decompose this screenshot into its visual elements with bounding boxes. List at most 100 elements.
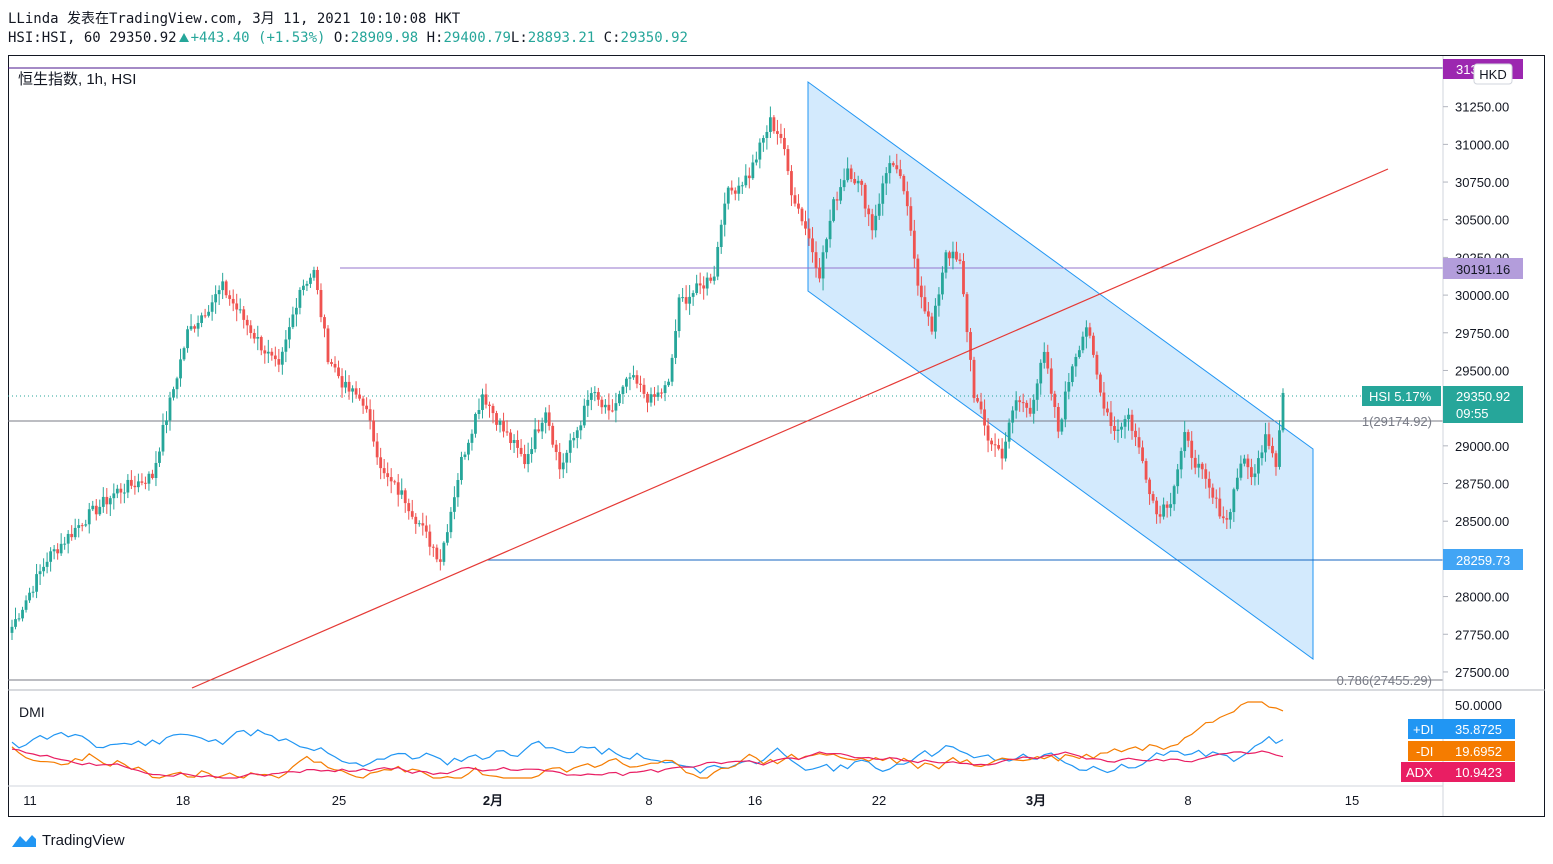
currency-badge[interactable] bbox=[1473, 63, 1513, 85]
candle-body bbox=[740, 185, 744, 187]
candle-body bbox=[1116, 429, 1120, 431]
candle-body bbox=[719, 224, 723, 247]
candle-body bbox=[1200, 463, 1204, 470]
candle bbox=[726, 186, 730, 210]
candle-body bbox=[646, 393, 649, 403]
candle bbox=[1060, 417, 1064, 435]
candle bbox=[825, 237, 828, 259]
candle bbox=[874, 204, 878, 238]
candle bbox=[670, 354, 674, 387]
candle-body bbox=[1278, 430, 1281, 467]
candle bbox=[1102, 381, 1106, 416]
candle-body bbox=[579, 425, 583, 431]
candle bbox=[589, 387, 593, 411]
candle-body bbox=[705, 277, 709, 289]
candle bbox=[800, 206, 804, 226]
candle-body bbox=[38, 571, 42, 575]
candle bbox=[414, 513, 418, 534]
candle-body bbox=[477, 409, 481, 415]
candle-body bbox=[1155, 500, 1159, 515]
candle bbox=[733, 187, 737, 201]
candle-body bbox=[1077, 350, 1081, 357]
candle-body bbox=[249, 325, 253, 333]
candle bbox=[846, 157, 850, 183]
dmi-title: DMI bbox=[19, 704, 45, 720]
candle-body bbox=[200, 315, 203, 323]
candle bbox=[1035, 379, 1039, 411]
candle-body bbox=[87, 509, 91, 525]
candle bbox=[21, 606, 24, 622]
candle-body bbox=[1021, 402, 1025, 404]
candle bbox=[649, 387, 653, 407]
candle-body bbox=[1190, 440, 1194, 458]
symbol-change-tag bbox=[1362, 386, 1441, 406]
candle bbox=[168, 391, 172, 431]
up-arrow-icon bbox=[178, 33, 189, 42]
candle-body bbox=[431, 546, 435, 548]
candle bbox=[891, 161, 895, 168]
descending-channel bbox=[807, 81, 1314, 660]
candle-body bbox=[944, 252, 948, 273]
candle bbox=[1207, 471, 1211, 499]
candle bbox=[410, 499, 414, 520]
candle-body bbox=[1039, 362, 1043, 384]
price-change: +443.40 (+1.53%) bbox=[190, 30, 326, 46]
candle bbox=[1204, 463, 1208, 489]
candle bbox=[1042, 342, 1046, 369]
candle-body bbox=[779, 133, 783, 138]
candle bbox=[77, 518, 81, 538]
candle-body bbox=[31, 591, 35, 593]
candle bbox=[158, 447, 161, 467]
dmi-lines bbox=[11, 701, 1284, 779]
candle-body bbox=[445, 532, 449, 543]
candle-body bbox=[898, 169, 902, 176]
candle bbox=[249, 320, 253, 339]
candle-body bbox=[1144, 461, 1148, 480]
candle bbox=[1232, 487, 1236, 522]
candle bbox=[912, 219, 916, 268]
candle bbox=[544, 407, 548, 434]
price-tick-label: 30000.00 bbox=[1455, 288, 1509, 303]
candle bbox=[94, 499, 98, 521]
candle bbox=[17, 613, 21, 622]
candle-body bbox=[98, 506, 102, 515]
candle-body bbox=[294, 307, 298, 315]
candle-body bbox=[754, 159, 758, 163]
candle bbox=[568, 433, 572, 463]
candle-body bbox=[368, 409, 372, 421]
candle-body bbox=[298, 289, 302, 308]
candle-body bbox=[558, 452, 562, 470]
candle-body bbox=[231, 298, 235, 304]
tradingview-logo[interactable]: TradingView bbox=[10, 829, 125, 851]
candle-body bbox=[656, 392, 660, 397]
price-tick-label: 28500.00 bbox=[1455, 514, 1509, 529]
candle-body bbox=[965, 294, 969, 333]
candle bbox=[256, 325, 260, 351]
candle-body bbox=[976, 398, 979, 402]
candle-body bbox=[396, 482, 400, 495]
candle bbox=[783, 128, 786, 156]
candle-body bbox=[1186, 432, 1190, 441]
last-price: 29350.92 bbox=[109, 30, 177, 46]
candle bbox=[618, 390, 621, 406]
candle bbox=[828, 209, 832, 248]
candle-body bbox=[523, 453, 527, 465]
candle-body bbox=[165, 420, 168, 425]
chart-frame[interactable] bbox=[8, 55, 1545, 817]
candle-body bbox=[393, 481, 397, 483]
candle bbox=[203, 308, 207, 319]
symbol-interval: HSI:HSI, 60 bbox=[8, 30, 101, 46]
candle-body bbox=[91, 505, 95, 510]
price-tick-label: 28750.00 bbox=[1455, 477, 1509, 492]
candle bbox=[698, 272, 702, 295]
candle bbox=[474, 412, 477, 438]
fib-1-label: 1(29174.92) bbox=[1362, 414, 1432, 429]
candle-body bbox=[35, 574, 38, 592]
candle bbox=[393, 479, 397, 485]
candle bbox=[533, 418, 537, 453]
candle-body bbox=[1113, 426, 1116, 431]
candle-body bbox=[1214, 497, 1218, 499]
candle-body bbox=[326, 328, 330, 363]
candle bbox=[1260, 445, 1264, 466]
